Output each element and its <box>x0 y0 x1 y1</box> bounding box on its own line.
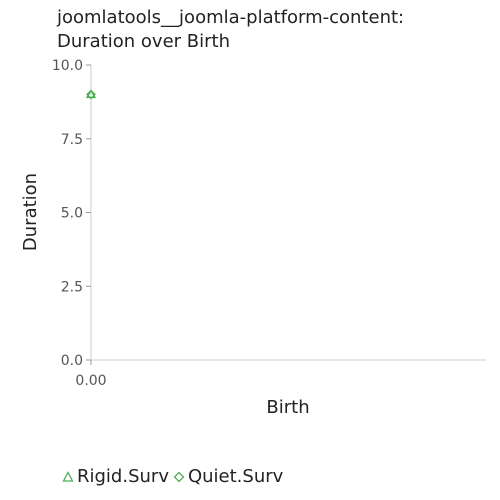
axes <box>90 65 486 361</box>
legend-label-rigid-surv: Rigid.Surv <box>77 466 169 487</box>
x-tick-label: 0.00 <box>75 373 106 389</box>
data-marks <box>85 89 97 100</box>
chart-title-line-1: joomlatools__joomla-platform-content: <box>57 7 405 28</box>
x-axis-label: Birth <box>266 397 309 418</box>
scatter-plot: 0.0 2.5 5.0 7.5 10.0 0.00 Birth Duration <box>20 58 486 418</box>
x-ticks: 0.00 <box>75 360 107 389</box>
y-axis-label: Duration <box>20 173 41 251</box>
y-tick-label: 7.5 <box>61 132 83 148</box>
chart-title-line-2: Duration over Birth <box>57 31 230 52</box>
y-tick-label: 5.0 <box>61 206 83 222</box>
diamond-marker-icon <box>173 471 185 482</box>
legend-item-rigid-surv[interactable]: Rigid.Surv <box>62 466 169 487</box>
y-tick-label: 0.0 <box>61 353 83 369</box>
legend-label-quiet-surv: Quiet.Surv <box>187 466 284 487</box>
legend-item-quiet-surv[interactable]: Quiet.Surv <box>173 466 283 487</box>
data-point-rigid-surv[interactable] <box>85 89 97 99</box>
triangle-marker-icon <box>62 470 74 482</box>
chart-title: joomlatools__joomla-platform-content: Du… <box>57 6 497 54</box>
legend: Rigid.Surv Quiet.Surv <box>62 466 287 487</box>
y-tick-label: 2.5 <box>61 279 83 295</box>
y-ticks: 0.0 2.5 5.0 7.5 10.0 <box>52 58 91 369</box>
data-point-quiet-surv[interactable] <box>86 89 96 100</box>
y-tick-label: 10.0 <box>52 58 83 74</box>
